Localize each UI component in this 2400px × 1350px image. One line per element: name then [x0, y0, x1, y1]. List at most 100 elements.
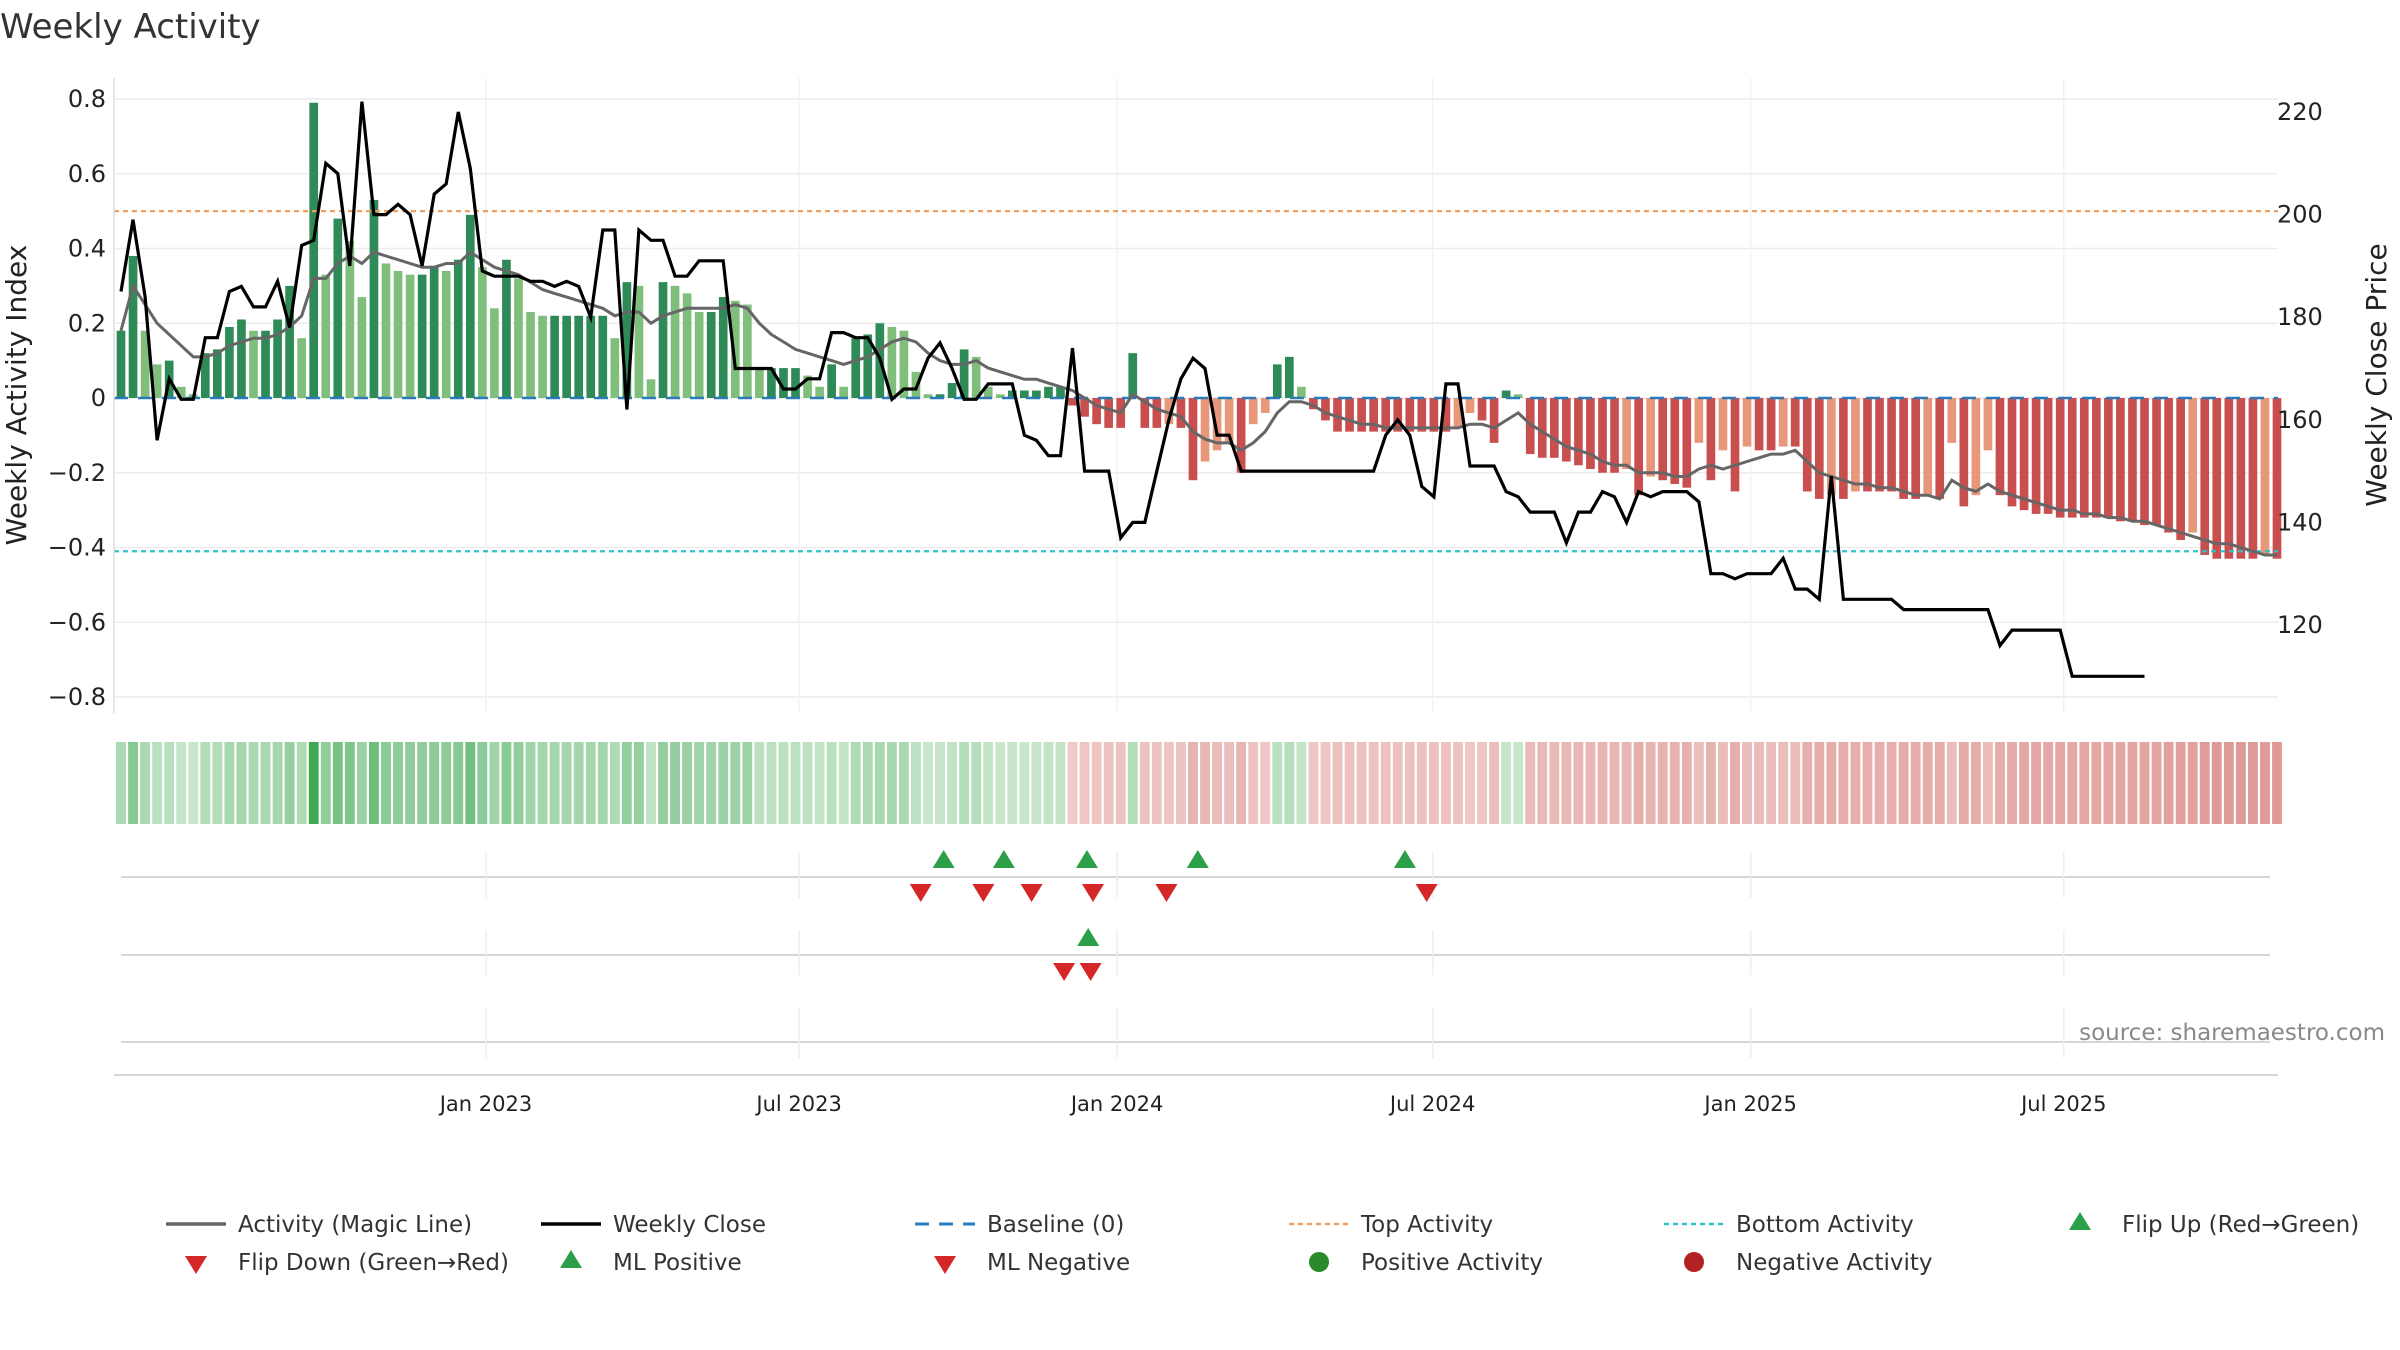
- activity-bar: [1610, 398, 1619, 473]
- heat-cell: [1802, 742, 1813, 824]
- heat-cell: [1404, 742, 1415, 824]
- right-tick-label: 220: [2277, 98, 2323, 126]
- activity-bar: [1284, 356, 1294, 398]
- heat-cell: [573, 742, 584, 824]
- heat-cell: [1248, 742, 1259, 824]
- activity-bar: [1381, 398, 1391, 432]
- activity-bar: [1682, 398, 1692, 488]
- activity-bar: [2224, 398, 2234, 559]
- heat-cell: [886, 742, 897, 824]
- heat-cell: [814, 742, 825, 824]
- heat-cell: [525, 742, 536, 824]
- legend-item: Activity (Magic Line): [166, 1212, 472, 1238]
- activity-bar: [1188, 398, 1198, 481]
- right-tick-label: 200: [2277, 201, 2323, 229]
- legend-label: Negative Activity: [1736, 1250, 1933, 1276]
- heat-cell: [911, 742, 921, 824]
- heat-cell: [585, 742, 596, 824]
- heat-cell: [1850, 742, 1861, 824]
- heat-cell: [164, 742, 175, 824]
- activity-bar: [827, 364, 836, 398]
- activity-bar: [851, 338, 861, 398]
- activity-bar: [1947, 398, 1957, 443]
- activity-bar: [393, 270, 403, 398]
- heat-cell: [1212, 742, 1223, 824]
- left-tick-label: 0.4: [68, 235, 106, 263]
- source-note: source: sharemaestro.com: [2079, 1020, 2385, 1046]
- heat-cell: [381, 742, 391, 824]
- activity-bar: [1441, 398, 1451, 432]
- activity-bar: [1321, 398, 1330, 421]
- heat-cell: [1525, 742, 1536, 824]
- activity-bar: [1537, 398, 1547, 458]
- activity-bar: [1212, 398, 1222, 451]
- heat-cell: [923, 742, 933, 824]
- activity-bar: [779, 368, 788, 398]
- flip-up-marker: [1393, 850, 1416, 868]
- x-tick-label: Jan 2025: [1702, 1092, 1797, 1116]
- activity-bar: [1814, 398, 1824, 499]
- heat-cell: [754, 742, 765, 824]
- x-tick-label: Jan 2024: [1069, 1092, 1164, 1116]
- flip-down-marker: [972, 884, 995, 902]
- heat-cell: [128, 742, 138, 824]
- flip-up-marker: [1075, 850, 1098, 868]
- activity-bar: [742, 304, 752, 398]
- activity-bar: [1706, 398, 1716, 481]
- activity-bar: [1272, 364, 1282, 398]
- activity-bar: [1453, 398, 1463, 428]
- heat-cell: [393, 742, 403, 824]
- heat-cell: [1019, 742, 1030, 824]
- heat-cell: [1163, 742, 1174, 824]
- activity-bar: [694, 312, 704, 398]
- heat-cell: [2260, 742, 2270, 824]
- heat-cell: [1922, 742, 1933, 824]
- heat-cell: [441, 742, 452, 824]
- activity-bar: [1875, 398, 1884, 492]
- activity-bar: [1670, 398, 1680, 484]
- activity-bar: [1465, 398, 1475, 413]
- x-tick-label: Jan 2023: [438, 1092, 533, 1116]
- heat-cell: [1332, 742, 1343, 824]
- activity-bar: [1754, 398, 1764, 451]
- activity-bar: [1959, 398, 1969, 507]
- heat-cell: [2223, 742, 2234, 824]
- heat-cell: [1573, 742, 1584, 824]
- activity-bar: [1802, 398, 1812, 492]
- activity-bar: [1851, 398, 1860, 492]
- activity-bar: [682, 293, 692, 398]
- flip-down-marker: [1415, 884, 1438, 902]
- heat-cell: [1356, 742, 1367, 824]
- activity-bar: [562, 315, 571, 398]
- triangle-down-icon: [934, 1256, 956, 1274]
- activity-bar: [971, 356, 981, 398]
- heat-cell: [742, 742, 753, 824]
- activity-bar: [1007, 390, 1017, 398]
- heat-cell: [1669, 742, 1680, 824]
- activity-bar: [1068, 398, 1077, 406]
- heat-cell: [1428, 742, 1439, 824]
- heat-cell: [1296, 742, 1307, 824]
- heat-cell: [1079, 742, 1090, 824]
- heat-cell: [1910, 742, 1921, 824]
- heat-cell: [1344, 742, 1355, 824]
- x-axis-ticks: Jan 2023 Jul 2023 Jan 2024 Jul 2024 Jan 2025…: [438, 1092, 2107, 1116]
- heat-cell: [152, 742, 163, 824]
- activity-bar: [2188, 398, 2198, 533]
- ml-positive-marker: [1077, 928, 1100, 946]
- heat-cell: [1139, 742, 1150, 824]
- activity-bar: [2128, 398, 2137, 522]
- activity-bar: [1549, 398, 1559, 458]
- activity-bar: [369, 199, 379, 398]
- legend-label: Flip Down (Green→Red): [238, 1250, 509, 1276]
- activity-bar: [2079, 398, 2089, 518]
- activity-bar: [1140, 398, 1150, 428]
- activity-bar: [1405, 398, 1415, 432]
- heat-cell: [1031, 742, 1042, 824]
- activity-bar: [1080, 398, 1089, 417]
- heat-cell: [429, 742, 440, 824]
- activity-bar: [478, 267, 487, 398]
- activity-bar: [815, 386, 824, 398]
- activity-bar: [140, 330, 150, 398]
